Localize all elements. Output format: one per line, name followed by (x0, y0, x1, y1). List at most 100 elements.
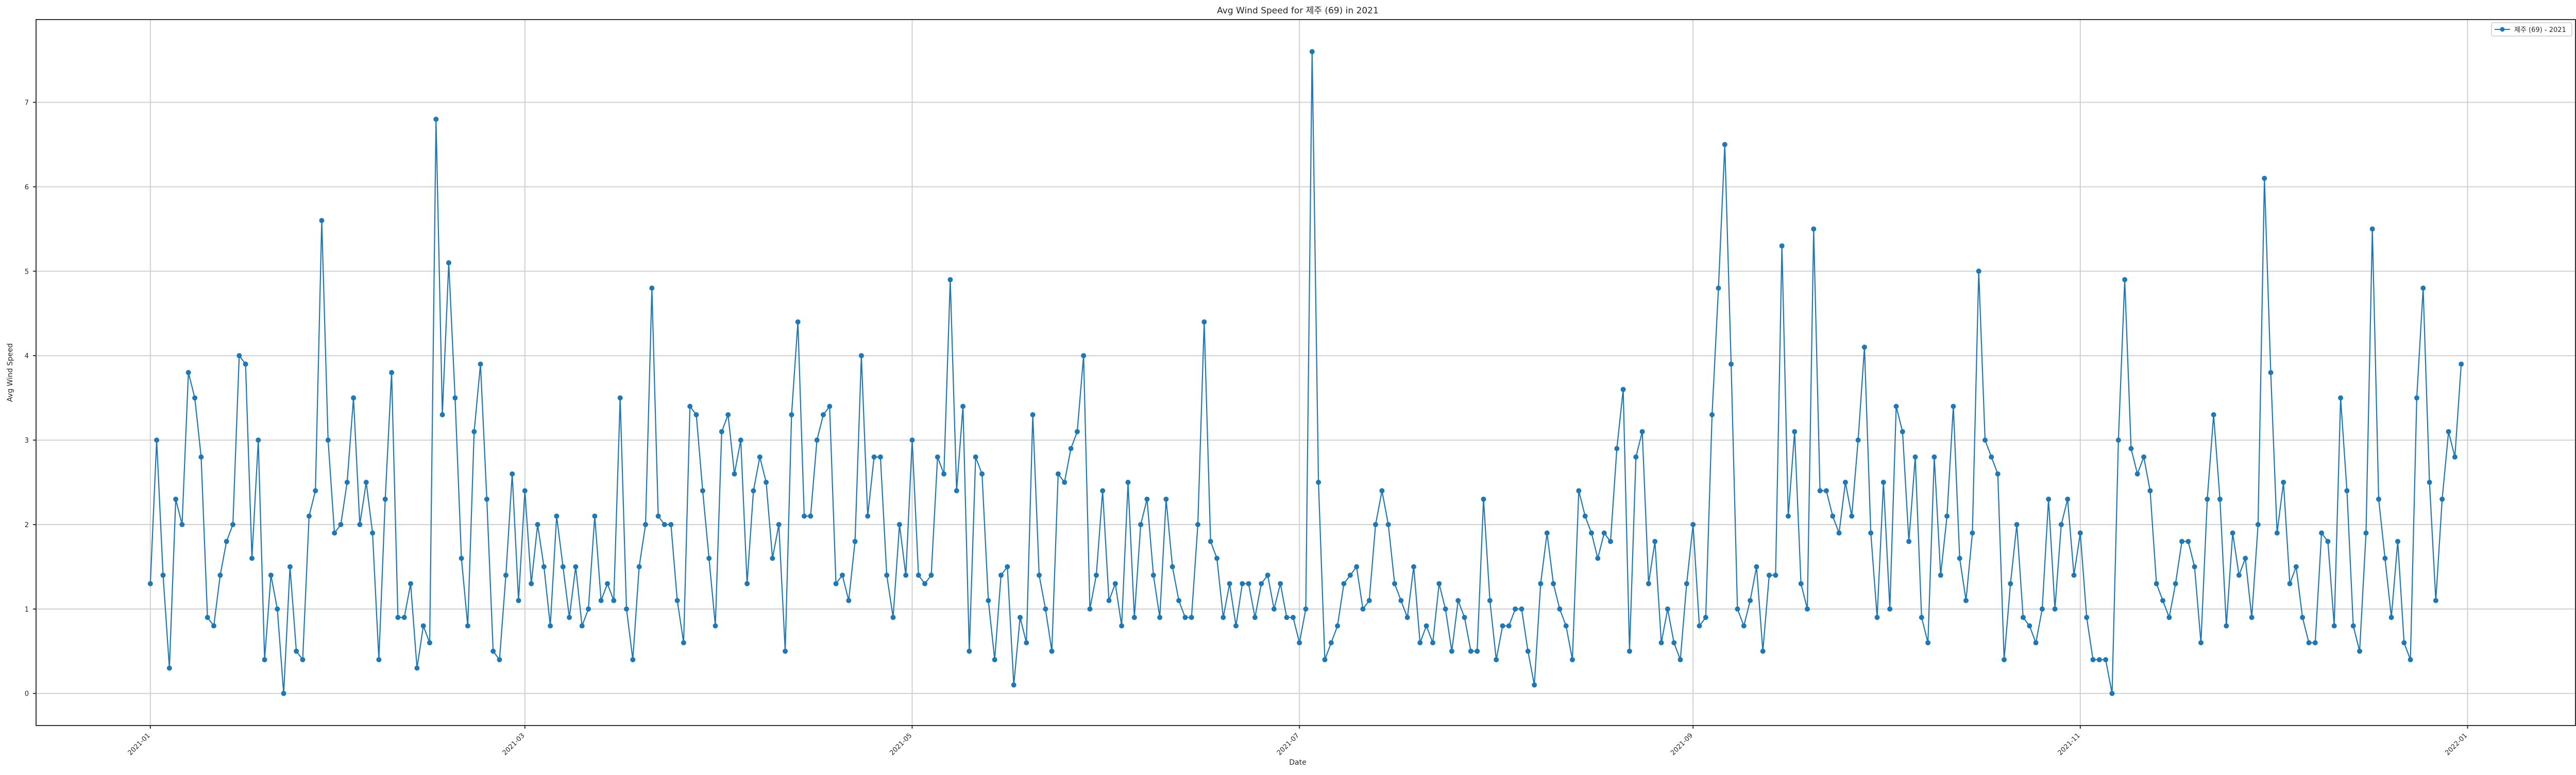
data-point (2338, 395, 2344, 401)
data-point (1290, 615, 1296, 620)
data-point (1989, 454, 1994, 460)
data-point (2319, 530, 2325, 536)
data-point (725, 412, 731, 417)
data-point (1665, 606, 1670, 612)
data-point (1779, 243, 1785, 249)
data-point (916, 572, 921, 578)
data-point (1805, 606, 1810, 612)
data-point (617, 395, 623, 401)
data-point (338, 522, 344, 527)
data-point (439, 412, 445, 417)
data-point (858, 353, 864, 359)
data-point (1481, 496, 1486, 502)
data-point (1608, 538, 1613, 544)
data-point (1874, 615, 1880, 620)
data-point (1366, 598, 1372, 603)
data-point (2046, 496, 2052, 502)
data-point (1582, 513, 1588, 519)
data-point (573, 564, 579, 569)
data-point (2357, 648, 2362, 654)
data-point (2395, 538, 2400, 544)
data-point (1703, 615, 1708, 620)
data-point (1347, 572, 1353, 578)
data-point (1982, 437, 1988, 443)
data-point (1538, 581, 1544, 586)
data-point (2084, 615, 2090, 620)
data-point (205, 615, 210, 620)
data-point (1938, 572, 1943, 578)
data-point (414, 665, 420, 671)
data-point (522, 488, 528, 494)
data-point (751, 488, 756, 494)
x-tick-label: 2021-11 (2057, 732, 2082, 757)
x-tick-label: 2021-09 (1669, 732, 1694, 757)
data-point (281, 690, 286, 696)
data-point (154, 437, 160, 443)
data-point (1119, 623, 1125, 629)
data-point (268, 572, 274, 578)
data-point (1773, 572, 1778, 578)
data-point (535, 522, 540, 527)
data-point (865, 513, 871, 519)
data-point (217, 572, 223, 578)
data-point (814, 437, 820, 443)
data-point (2293, 564, 2299, 569)
data-point (1284, 615, 1290, 620)
data-point (1601, 530, 1607, 536)
data-point (1551, 581, 1556, 586)
data-point (1373, 522, 1378, 527)
data-point (1252, 615, 1258, 620)
data-point (2459, 361, 2464, 367)
data-point (1335, 623, 1341, 629)
data-point (2376, 496, 2381, 502)
data-point (1861, 344, 1867, 350)
data-point (1944, 513, 1950, 519)
data-point (179, 522, 185, 527)
data-point (1246, 581, 1251, 586)
data-point (846, 598, 852, 603)
data-point (166, 665, 172, 671)
data-point (2173, 581, 2178, 586)
data-point (1392, 581, 1397, 586)
data-point (643, 522, 648, 527)
data-point (1519, 606, 1524, 612)
data-point (1728, 361, 1734, 367)
data-point (2446, 429, 2451, 434)
data-point (1309, 49, 1315, 55)
data-point (1037, 572, 1042, 578)
data-point (2300, 615, 2306, 620)
data-point (1951, 403, 1956, 409)
y-tick-label: 2 (25, 521, 29, 529)
data-point (2128, 446, 2134, 451)
data-point (1855, 437, 1861, 443)
data-point (2287, 581, 2293, 586)
data-point (2382, 555, 2388, 561)
data-point (693, 412, 699, 417)
data-point (1214, 555, 1219, 561)
data-point (884, 572, 890, 578)
data-point (1360, 606, 1366, 612)
data-point (471, 429, 477, 434)
data-point (2014, 522, 2020, 527)
data-point (2388, 615, 2394, 620)
data-point (1658, 640, 1664, 646)
data-point (1322, 657, 1328, 663)
data-point (1093, 572, 1099, 578)
data-point (2166, 615, 2172, 620)
data-point (344, 480, 350, 485)
data-point (1963, 598, 1969, 603)
data-point (2122, 277, 2128, 282)
data-point (1081, 353, 1087, 359)
data-point (998, 572, 1004, 578)
data-point (973, 454, 978, 460)
data-point (1055, 471, 1061, 477)
data-point (147, 581, 153, 586)
data-point (313, 488, 318, 494)
data-point (2160, 598, 2165, 603)
data-point (420, 623, 426, 629)
data-point (1411, 564, 1416, 569)
data-point (1189, 615, 1194, 620)
data-point (1811, 226, 1817, 232)
y-tick-label: 6 (25, 183, 29, 191)
grid (36, 20, 2575, 726)
